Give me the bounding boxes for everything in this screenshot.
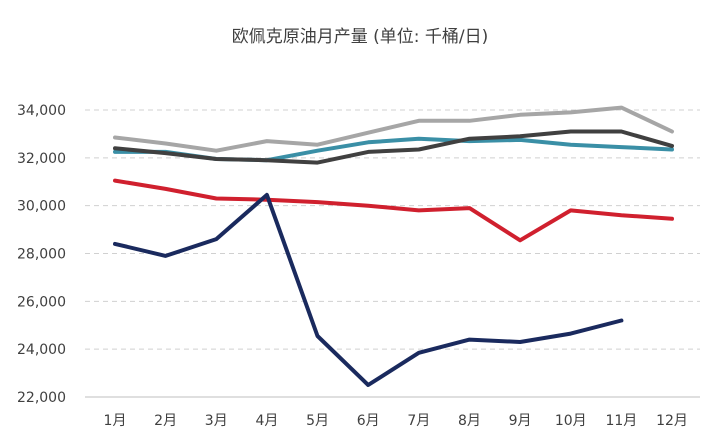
x-tick-label: 1月 [104,413,127,429]
x-tick-label: 2月 [154,413,177,429]
series-line-4 [113,178,674,243]
y-tick-label: 28,000 [17,247,66,263]
x-tick-label: 4月 [255,413,278,429]
x-tick-label: 6月 [357,413,380,429]
x-tick-label: 5月 [306,413,329,429]
y-tick-label: 32,000 [17,151,66,167]
y-tick-label: 22,000 [17,390,66,406]
x-tick-label: 7月 [407,413,430,429]
y-tick-label: 30,000 [17,199,66,215]
series-line-5 [113,192,624,387]
y-tick-label: 24,000 [17,342,66,358]
x-tick-label: 3月 [205,413,228,429]
y-tick-label: 34,000 [17,103,66,119]
chart-title: 欧佩克原油月产量 (单位: 千桶/日) [231,27,489,47]
x-tick-label: 9月 [509,413,532,429]
series-line-1 [113,105,674,153]
y-tick-label: 26,000 [17,294,66,310]
series-line-3 [113,129,674,165]
x-tick-label: 11月 [605,413,637,429]
x-tick-label: 10月 [555,413,587,429]
x-tick-label: 12月 [656,413,688,429]
x-tick-label: 8月 [458,413,481,429]
